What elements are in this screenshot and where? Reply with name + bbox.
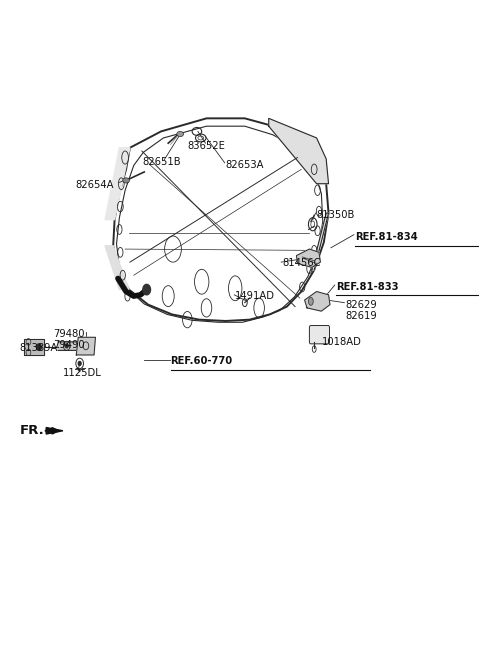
Polygon shape [297,249,321,267]
Polygon shape [105,148,130,219]
Text: 81389A: 81389A [19,343,57,354]
Polygon shape [46,428,63,434]
Text: 81350B: 81350B [317,210,355,220]
Circle shape [36,344,41,350]
Circle shape [143,284,151,295]
Text: REF.81-833: REF.81-833 [336,282,398,292]
Ellipse shape [177,132,183,137]
Text: REF.60-770: REF.60-770 [170,356,233,367]
Polygon shape [312,213,328,270]
Circle shape [78,362,81,365]
Polygon shape [58,342,93,350]
Text: 79480: 79480 [53,329,85,339]
Text: FR.: FR. [20,424,45,438]
Text: 1125DL: 1125DL [63,368,102,378]
Text: 82653A: 82653A [226,160,264,170]
Polygon shape [76,337,96,355]
Ellipse shape [123,178,130,183]
Text: 1018AD: 1018AD [323,337,362,347]
Polygon shape [269,119,328,183]
Text: 81456C: 81456C [282,259,321,269]
Text: 82654A: 82654A [75,180,113,190]
Text: 82619: 82619 [345,310,377,321]
Text: 82651B: 82651B [142,157,180,167]
Polygon shape [305,291,330,311]
Text: 1491AD: 1491AD [235,291,275,301]
Text: 82629: 82629 [345,299,377,310]
Text: 83652E: 83652E [188,141,226,151]
FancyBboxPatch shape [310,326,329,344]
Text: 79490: 79490 [53,340,85,350]
Polygon shape [24,339,44,355]
Polygon shape [105,246,129,290]
Ellipse shape [309,297,313,305]
Text: REF.81-834: REF.81-834 [355,233,418,242]
Circle shape [65,344,68,348]
